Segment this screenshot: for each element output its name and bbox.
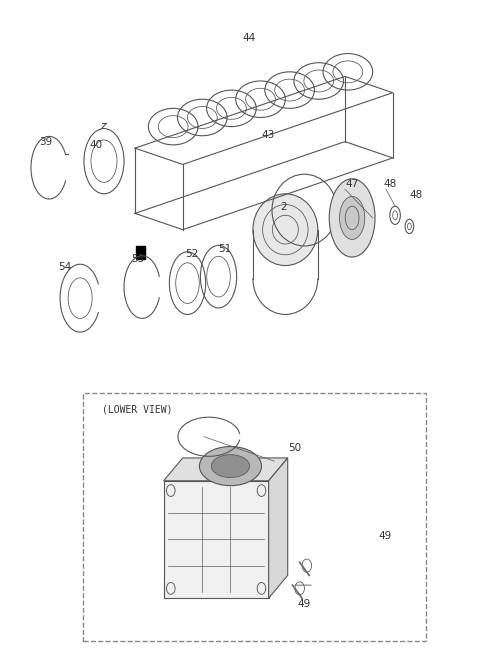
Text: 39: 39 <box>39 137 53 147</box>
Text: 40: 40 <box>90 140 103 150</box>
Text: 51: 51 <box>218 244 232 255</box>
Text: 52: 52 <box>185 249 198 259</box>
Polygon shape <box>136 246 144 259</box>
Text: 49: 49 <box>378 531 392 542</box>
Text: 54: 54 <box>58 262 71 272</box>
Text: 50: 50 <box>288 443 301 453</box>
Polygon shape <box>164 458 288 481</box>
Text: 53: 53 <box>132 254 145 264</box>
Text: 48: 48 <box>383 179 396 189</box>
Text: 49: 49 <box>297 599 311 608</box>
Bar <box>164 481 269 598</box>
Ellipse shape <box>339 196 365 240</box>
Ellipse shape <box>199 447 262 485</box>
Ellipse shape <box>211 455 250 477</box>
Ellipse shape <box>329 179 375 257</box>
Ellipse shape <box>253 194 318 265</box>
Text: 48: 48 <box>409 191 423 200</box>
Text: 47: 47 <box>345 179 358 189</box>
Polygon shape <box>269 458 288 598</box>
Text: 43: 43 <box>262 130 275 140</box>
Text: (LOWER VIEW): (LOWER VIEW) <box>102 404 172 415</box>
Text: 2: 2 <box>281 202 287 212</box>
Text: 44: 44 <box>242 33 256 43</box>
